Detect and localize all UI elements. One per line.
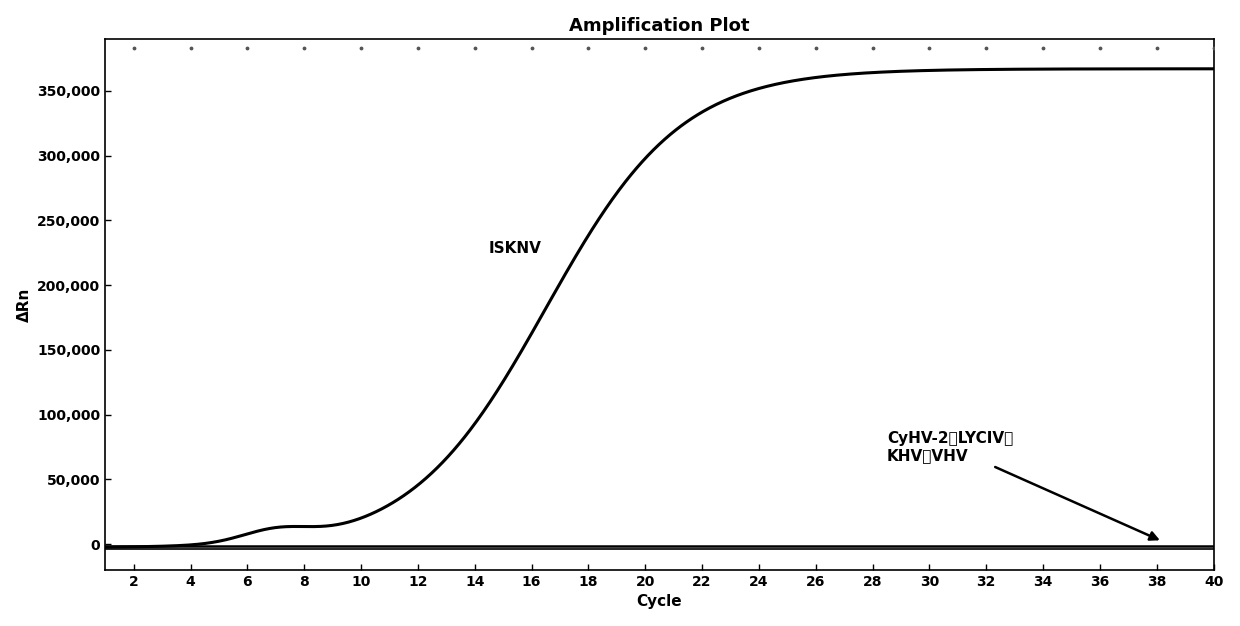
X-axis label: Cycle: Cycle	[636, 594, 682, 609]
Y-axis label: ΔRn: ΔRn	[16, 287, 32, 322]
Text: CyHV-2、LYCIV、
KHV、VHV: CyHV-2、LYCIV、 KHV、VHV	[887, 431, 1157, 540]
Title: Amplification Plot: Amplification Plot	[569, 17, 750, 34]
Text: ISKNV: ISKNV	[489, 241, 542, 256]
